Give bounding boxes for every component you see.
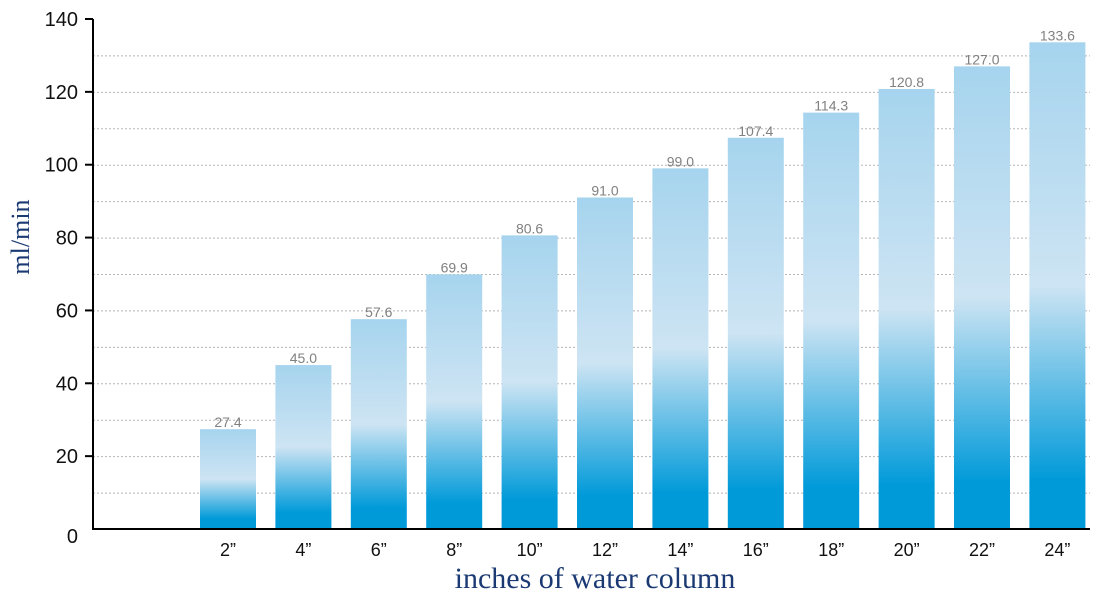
bar: [501, 235, 558, 529]
y-tick-label: 120: [45, 82, 78, 104]
bar: [577, 197, 633, 529]
x-tick-label: 14”: [667, 540, 693, 560]
bar-value-label: 57.6: [365, 304, 392, 320]
x-tick-label: 16”: [743, 540, 769, 560]
bar-value-label: 127.0: [964, 51, 999, 67]
bar: [954, 66, 1010, 529]
bar-value-label: 80.6: [516, 220, 543, 236]
axes: 2” 4” 6” 8” 10” 12” 14” 16” 18” 20” 22” 24” 0 20 40 60 8…: [45, 9, 1090, 560]
bar: [727, 137, 784, 529]
bar: [1029, 42, 1086, 530]
y-axis-title: ml/min: [6, 199, 35, 274]
bar: [275, 365, 332, 529]
bar-value-label: 120.8: [889, 74, 924, 90]
x-tick-label: 24”: [1044, 540, 1070, 560]
bars: [200, 42, 1086, 530]
x-tick-label: 12”: [592, 540, 618, 560]
x-tick-label: 22”: [969, 540, 995, 560]
x-tick-label: 4”: [295, 540, 311, 560]
x-tick-label: 8”: [446, 540, 462, 560]
y-tick-label: 80: [56, 228, 78, 250]
x-tick-label: 20”: [894, 540, 920, 560]
y-tick-label: 20: [56, 446, 78, 468]
bar-value-label: 99.0: [667, 153, 694, 169]
x-tick-label: 6”: [371, 540, 387, 560]
y-tick-label: 0: [67, 526, 78, 548]
bar-value-label: 69.9: [441, 259, 468, 275]
bar-value-label: 133.6: [1040, 27, 1075, 43]
bar-value-label: 91.0: [591, 183, 618, 199]
x-tick-label: 18”: [818, 540, 844, 560]
bar-value-label: 27.4: [214, 414, 241, 430]
x-tick-label: 2”: [220, 540, 236, 560]
bar: [426, 274, 483, 529]
y-tick-label: 140: [45, 9, 78, 31]
y-tick-label: 60: [56, 300, 78, 322]
bar: [200, 429, 256, 529]
y-tick-label: 100: [45, 155, 78, 177]
bar: [350, 319, 407, 529]
x-axis-title: inches of water column: [455, 562, 736, 595]
y-tick-label: 40: [56, 373, 78, 395]
bar: [803, 112, 860, 529]
x-tick-label: 10”: [517, 540, 543, 560]
data-labels: 27.4 45.0 57.6 69.9 80.6 91.0 99.0 107.4 114.3 12…: [214, 27, 1075, 430]
bar-value-label: 45.0: [290, 350, 317, 366]
bar-value-label: 107.4: [738, 123, 773, 139]
bar-value-label: 114.3: [814, 98, 848, 114]
bar: [878, 88, 935, 529]
bar: [652, 168, 709, 529]
